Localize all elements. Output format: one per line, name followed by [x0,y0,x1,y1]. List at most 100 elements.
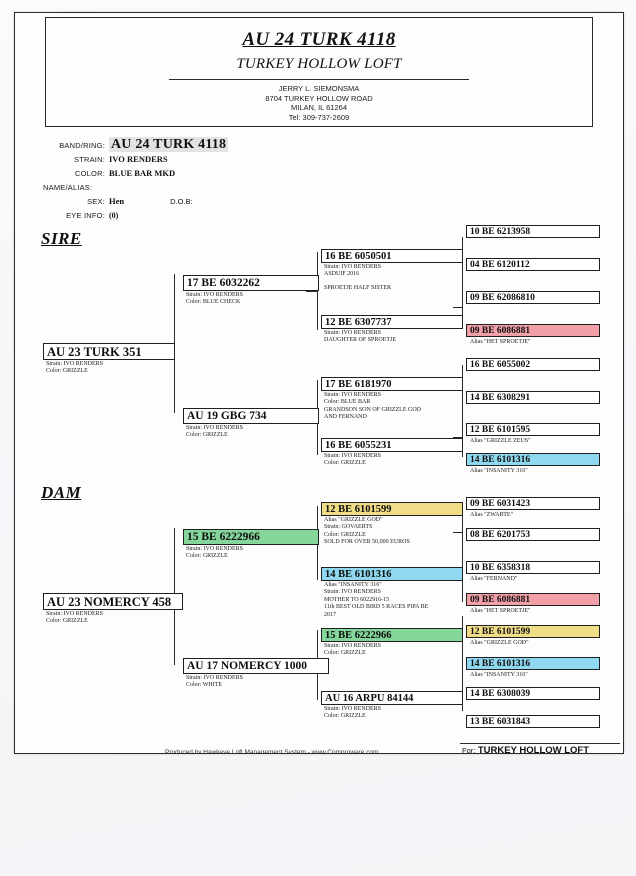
bandring-row: BAND/RING: AU 24 TURK 4118 [43,137,363,152]
pedigree-band: AU 23 TURK 351 [43,343,175,360]
pedigree-alias [466,404,600,405]
pedigree-box-sire-gen4-5[interactable]: 14 BE 6308291 [466,391,600,405]
dob-label: D.O.B: [170,197,193,206]
detail-line: Strain: IVO RENDERS [324,264,381,270]
detail-line: Strain: IVO RENDERS [324,589,381,596]
pedigree-box-sire-gen4-1[interactable]: 04 BE 6120112 [466,258,600,272]
detail-line: Color: GRIZZLE [186,432,228,439]
detail-line: Color: BLUE BAR [324,399,371,406]
pedigree-band: 10 BE 6358318 [466,561,600,574]
pedigree-box-sire-gen4-0[interactable]: 10 BE 6213958 [466,225,600,239]
bird-info-block: BAND/RING: AU 24 TURK 4118 STRAIN: IVO R… [43,137,363,221]
pedigree-box-dam-gen3-0[interactable]: 12 BE 6101599 Alias "GRIZZLE GOD" Strain… [321,502,463,547]
pedigree-alias: Alias "GRIZZLE GOD" [470,640,529,646]
detail-line: SOLD FOR OVER 50,000 EUROS [324,539,410,546]
pedigree-alias [466,728,600,729]
connector [462,365,463,457]
pedigree-box-dam-gen2-0[interactable]: 15 BE 6222966 Strain: IVO RENDERS Color:… [183,529,319,561]
sex-row: SEX: Hen D.O.B: [43,193,363,207]
pedigree-box-dam-gen4-4[interactable]: 12 BE 6101599 Alias "GRIZZLE GOD" [466,625,600,647]
namealias-row: NAME/ALIAS: [43,179,363,193]
detail-line: Strain: IVO RENDERS [324,330,381,336]
detail-line: Color: GRIZZLE [186,553,228,560]
pedigree-box-sire-gen4-6[interactable]: 12 BE 6101595 Alias "GRIZZLE ZEUS" [466,423,600,445]
pedigree-band: 09 BE 6031423 [466,497,600,510]
detail-line: Strain: IVO RENDERS [46,361,103,367]
detail-line: Color: GRIZZLE [324,460,366,467]
detail-line: Strain: IVO RENDERS [186,546,243,552]
detail-line: Color: BLUE CHECK [186,299,241,306]
detail-line: Strain: IVO RENDERS [324,392,381,398]
pedigree-alias: Alias "INSANITY 316" [470,468,528,474]
pedigree-box-sire-gen3-3[interactable]: 16 BE 6055231 Strain: IVO RENDERS Color:… [321,438,463,468]
pedigree-box-dam-gen3-3[interactable]: AU 16 ARPU 84144 Strain: IVO RENDERS Col… [321,691,463,721]
pedigree-box-sire-gen4-4[interactable]: 16 BE 6055002 [466,358,600,372]
detail-line: ASDUIF 2016 [324,271,360,278]
pedigree-box-dam-gen3-1[interactable]: 14 BE 6101316 Alias "INSANITY 316" Strai… [321,567,463,619]
pedigree-band: 04 BE 6120112 [466,258,600,271]
pedigree-alias [466,271,600,272]
pedigree-band: 12 BE 6101595 [466,423,600,436]
pedigree-box-sire-gen4-3[interactable]: 09 BE 6086881 Alias "HET SPROETJE" [466,324,600,346]
eye-value: (0) [109,211,119,220]
pedigree-alias [466,700,600,701]
detail-line: Strain: IVO RENDERS [186,292,243,298]
pedigree-details: Strain: IVO RENDERS Color: GRIZZLE [43,610,183,626]
pedigree-band: AU 23 NOMERCY 458 [43,593,183,610]
pedigree-box-sire-gen4-7[interactable]: 14 BE 6101316 Alias "INSANITY 316" [466,453,600,475]
pedigree-details: Strain: IVO RENDERS Color: GRIZZLE [321,642,463,658]
pedigree-details: Strain: IVO RENDERS ASDUIF 2016 SPROETJE… [321,263,463,292]
detail-line: Strain: IVO RENDERS [186,425,243,431]
pedigree-details: Strain: IVO RENDERS Color: GRIZZLE [321,705,463,721]
pedigree-alias [466,371,600,372]
pedigree-details: Strain: IVO RENDERS Color: GRIZZLE [43,360,175,376]
detail-line: AND FERNAND [324,414,367,421]
footer-produced-by: Produced by Hawkeye Loft Management Syst… [165,749,379,754]
detail-line: 2017 [324,611,336,618]
pedigree-band: 16 BE 6055002 [466,358,600,371]
pedigree-band: 15 BE 6222966 [183,529,319,545]
pedigree-box-dam-gen2-1[interactable]: AU 17 NOMERCY 1000 Strain: IVO RENDERS C… [183,658,329,690]
strain-row: STRAIN: IVO RENDERS [43,151,363,165]
detail-line: Strain: IVO RENDERS [46,611,103,617]
pedigree-details: Alias "INSANITY 316" Strain: IVO RENDERS… [321,581,463,619]
pedigree-box-sire-gen3-2[interactable]: 17 BE 6181970 Strain: IVO RENDERS Color:… [321,377,463,422]
pedigree-alias [466,541,600,542]
sex-label: SEX: [87,197,105,206]
pedigree-alias [466,304,600,305]
header-block: AU 24 TURK 4118 TURKEY HOLLOW LOFT JERRY… [45,17,593,127]
color-label: COLOR: [75,169,105,178]
pedigree-band: 08 BE 6201753 [466,528,600,541]
strain-value: IVO RENDERS [109,154,168,164]
pedigree-box-sire-gen3-0[interactable]: 16 BE 6050501 Strain: IVO RENDERS ASDUIF… [321,249,463,292]
pedigree-box-dam-gen4-7[interactable]: 13 BE 6031843 [466,715,600,729]
pedigree-box-dam-gen4-3[interactable]: 09 BE 6086881 Alias "HET SPROETJE" [466,593,600,615]
pedigree-box-dam-gen4-0[interactable]: 09 BE 6031423 Alias "ZWARTE" [466,497,600,519]
pedigree-box-dam-gen4-2[interactable]: 10 BE 6358318 Alias "FERNAND" [466,561,600,583]
pedigree-alias: Alias "HET SPROETJE" [470,339,531,345]
pedigree-alias: Alias "INSANITY 316" [470,672,528,678]
detail-line: Strain: IVO RENDERS [324,453,381,459]
pedigree-box-dam-gen4-6[interactable]: 14 BE 6308039 [466,687,600,701]
eye-info-row: EYE INFO: (0) [43,207,363,221]
pedigree-box-sire-gen2-0[interactable]: 17 BE 6032262 Strain: IVO RENDERS Color:… [183,275,319,307]
pedigree-box-dam-gen3-2[interactable]: 15 BE 6222966 Strain: IVO RENDERS Color:… [321,628,463,658]
footer-for-block: For: TURKEY HOLLOW LOFT [462,745,589,753]
pedigree-details: Strain: IVO RENDERS Color: GRIZZLE [183,424,319,440]
pedigree-details: Strain: IVO RENDERS Color: GRIZZLE [183,545,319,561]
pedigree-box-dam-gen4-5[interactable]: 14 BE 6101316 Alias "INSANITY 316" [466,657,600,679]
pedigree-box-sire-gen2-1[interactable]: AU 19 GBG 734 Strain: IVO RENDERS Color:… [183,408,319,440]
detail-line: Color: GRIZZLE [324,713,366,720]
pedigree-details: Strain: IVO RENDERS Color: BLUE BAR GRAN… [321,391,463,422]
detail-line: 11th BEST OLD BIRD 5 RACES PIPA BE [324,604,429,611]
namealias-label: NAME/ALIAS: [43,183,93,192]
pedigree-box-sire-gen1[interactable]: AU 23 TURK 351 Strain: IVO RENDERS Color… [43,343,175,376]
pedigree-box-sire-gen3-1[interactable]: 12 BE 6307737 Strain: IVO RENDERS DAUGHT… [321,315,463,345]
pedigree-box-sire-gen4-2[interactable]: 09 BE 62086810 [466,291,600,305]
pedigree-box-dam-gen1[interactable]: AU 23 NOMERCY 458 Strain: IVO RENDERS Co… [43,593,183,626]
connector [462,510,463,602]
pedigree-band: AU 19 GBG 734 [183,408,319,424]
detail-line: Alias "INSANITY 316" [324,582,382,588]
pedigree-box-dam-gen4-1[interactable]: 08 BE 6201753 [466,528,600,542]
